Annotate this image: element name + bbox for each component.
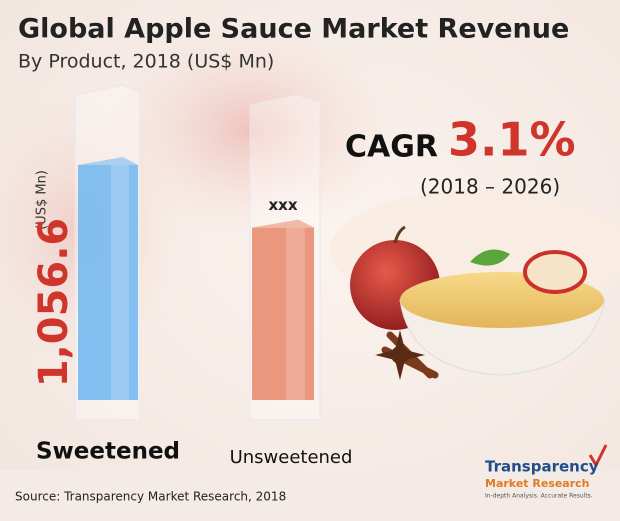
x-tick-label: Sweetened [36,439,180,465]
bar-top [252,219,314,228]
bar [78,165,138,400]
logo-tagline: In-depth Analysis. Accurate Results. [485,493,593,500]
y-axis-label: (US$ Mn) [35,170,50,230]
logo-name: Transparency [485,458,599,476]
logo-name: Market Research [485,477,590,490]
bar-highlight [286,227,305,400]
bar [252,227,314,400]
value-label: 1,056.6 [31,218,77,388]
cagr-label: CAGR [345,130,438,165]
x-tick-label: Unsweetened [230,447,353,468]
bar-top [78,157,138,166]
cagr-value: 3.1% [448,113,576,167]
apple-sauce-illustration [350,225,606,380]
bar-highlight [111,165,129,400]
chart-subtitle: By Product, 2018 (US$ Mn) [18,51,274,73]
logo: Transparency Market Research In-depth An… [485,444,608,500]
cagr-period: (2018 – 2026) [420,175,560,199]
value-label: xxx [268,196,297,214]
chart-title: Global Apple Sauce Market Revenue [18,14,569,45]
source: Source: Transparency Market Research, 20… [15,490,286,504]
